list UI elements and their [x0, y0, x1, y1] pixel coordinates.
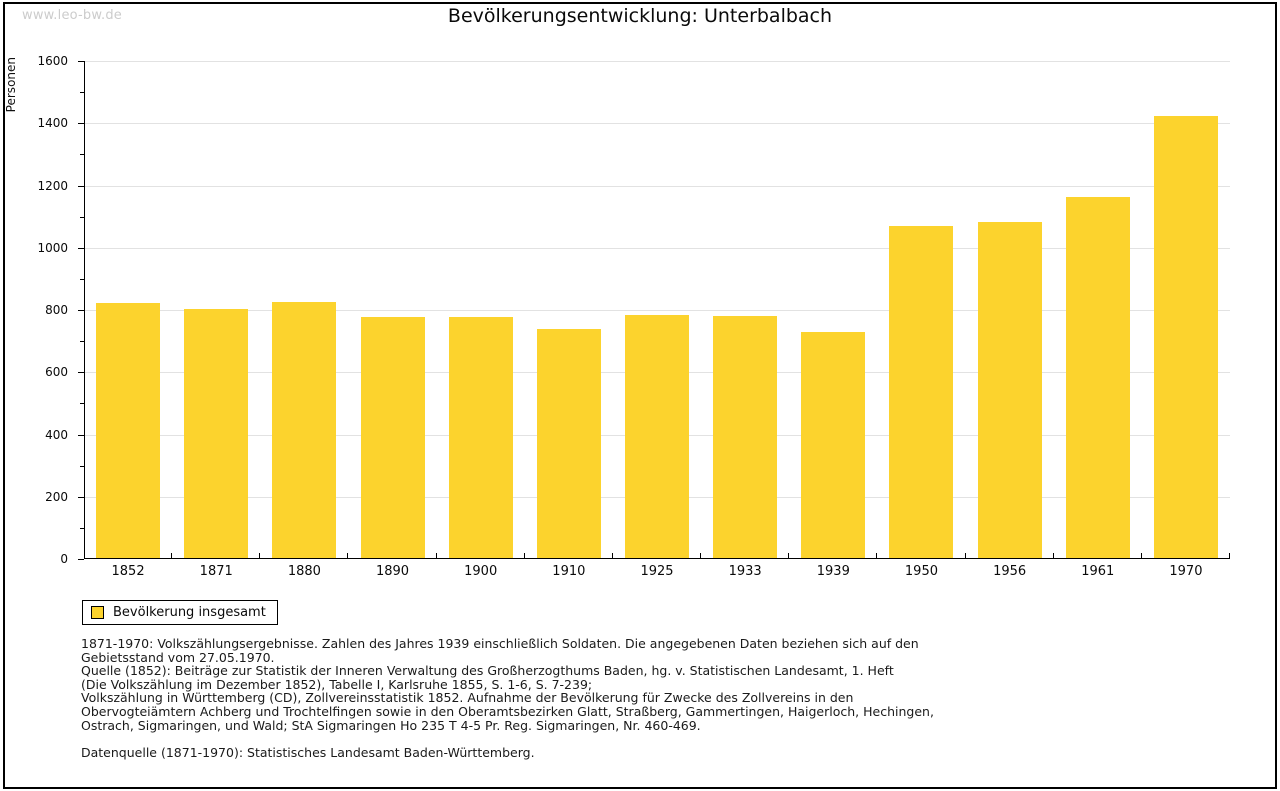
- y-axis-tick: [80, 527, 84, 529]
- x-axis-tick: [788, 553, 790, 558]
- y-axis-tick: [80, 465, 84, 467]
- gridline: [85, 123, 1230, 125]
- y-tick-label: 200: [45, 489, 68, 504]
- footnote-line: Quelle (1852): Beiträge zur Statistik de…: [81, 663, 894, 679]
- y-tick-label: 600: [45, 365, 68, 380]
- y-axis-tick: [78, 61, 84, 62]
- gridline: [85, 310, 1230, 311]
- x-tick-label: 1950: [904, 564, 938, 579]
- bar-1925: [625, 315, 689, 558]
- bar-1910: [536, 328, 601, 558]
- gridline: [85, 61, 1230, 62]
- x-tick-label: 1925: [640, 564, 674, 579]
- x-axis-tick: [1052, 553, 1054, 558]
- y-axis-tick: [80, 278, 84, 280]
- bar-1933: [713, 316, 778, 558]
- x-tick-label: 1939: [816, 564, 850, 579]
- y-tick-label: 1400: [37, 116, 68, 131]
- x-tick-label: 1871: [199, 564, 233, 579]
- bar-1939: [801, 332, 866, 558]
- footnotes: 1871-1970: Volkszählungsergebnisse. Zahl…: [81, 637, 1211, 760]
- legend-label: Bevölkerung insgesamt: [113, 605, 266, 620]
- x-axis-tick: [435, 553, 437, 558]
- y-axis-tick: [78, 434, 84, 436]
- x-axis-tick: [523, 553, 525, 558]
- y-axis-tick: [78, 247, 84, 249]
- y-axis-tick: [78, 559, 84, 560]
- y-axis-tick: [78, 123, 84, 125]
- x-axis-tick: [876, 553, 878, 558]
- y-axis-tick: [80, 92, 84, 94]
- footnote-line: Datenquelle (1871-1970): Statistisches L…: [81, 745, 535, 761]
- footnote-line: Obervogteiämtern Achberg und Trochtelfin…: [81, 703, 934, 719]
- y-axis-tick: [80, 403, 84, 405]
- x-tick-label: 1852: [111, 564, 145, 579]
- y-axis-line: [84, 61, 85, 559]
- footnote-line: (Die Volkszählung im Dezember 1852), Tab…: [81, 676, 593, 692]
- bar-chart-plot-area: 0 200 400 600 800 1000 1200 1400 1600 1852 1871 188…: [37, 55, 1230, 579]
- x-tick-label: 1910: [552, 564, 586, 579]
- y-axis-tick: [78, 310, 84, 311]
- footnote-line: Ostrach, Sigmaringen, und Wald; StA Sigm…: [81, 717, 701, 733]
- x-axis-tick: [347, 553, 349, 558]
- footnote-line: Gebietsstand vom 27.05.1970.: [81, 649, 275, 665]
- bar-1900: [448, 316, 513, 558]
- bar-1852: [96, 302, 161, 558]
- gridline: [85, 247, 1230, 249]
- watermark: www.leo-bw.de: [22, 8, 123, 23]
- x-axis-tick: [171, 553, 173, 558]
- y-tick-label: 400: [45, 427, 68, 442]
- x-tick-label: 1890: [375, 564, 410, 579]
- legend-swatch-icon: [91, 606, 104, 619]
- x-tick-label: 1933: [728, 564, 762, 579]
- legend: Bevölkerung insgesamt: [82, 600, 278, 625]
- x-tick-label: 1880: [287, 564, 321, 579]
- x-axis-tick: [1140, 553, 1142, 558]
- bar-1970: [1153, 115, 1218, 558]
- x-axis-tick: [1229, 553, 1230, 558]
- x-tick-label: 1961: [1081, 564, 1115, 579]
- page-title: Bevölkerungsentwicklung: Unterbalbach: [447, 5, 833, 27]
- y-axis-tick: [78, 496, 84, 498]
- x-axis-tick: [611, 553, 613, 558]
- bar-1950: [889, 225, 954, 558]
- y-axis-tick: [78, 185, 84, 187]
- y-tick-label: 1200: [37, 178, 68, 193]
- bar-1890: [360, 316, 425, 558]
- x-tick-label: 1970: [1169, 564, 1203, 579]
- bar-1871: [184, 309, 249, 558]
- y-axis-tick: [80, 154, 84, 156]
- bar-1956: [977, 221, 1042, 558]
- x-tick-label: 1956: [993, 564, 1027, 579]
- y-axis-tick: [80, 341, 84, 343]
- x-axis-tick: [259, 553, 261, 558]
- y-tick-label: 0: [60, 552, 68, 566]
- gridline: [85, 185, 1230, 187]
- y-tick-label: 1000: [37, 240, 68, 255]
- y-axis-tick: [80, 216, 84, 218]
- x-axis-tick: [964, 553, 966, 558]
- x-tick-label: 1900: [464, 564, 498, 579]
- y-axis-tick: [78, 372, 84, 374]
- bar-1961: [1065, 196, 1130, 558]
- bar-1880: [272, 301, 337, 558]
- y-tick-label: 800: [45, 303, 68, 317]
- x-axis-tick: [700, 553, 702, 558]
- y-tick-label: 1600: [37, 54, 68, 68]
- footnote-spacer: [81, 732, 1211, 746]
- x-axis-line: [84, 558, 1230, 559]
- footnote-line: 1871-1970: Volkszählungsergebnisse. Zahl…: [81, 636, 919, 651]
- footnote-line: Volkszählung in Württemberg (CD), Zollve…: [81, 690, 854, 706]
